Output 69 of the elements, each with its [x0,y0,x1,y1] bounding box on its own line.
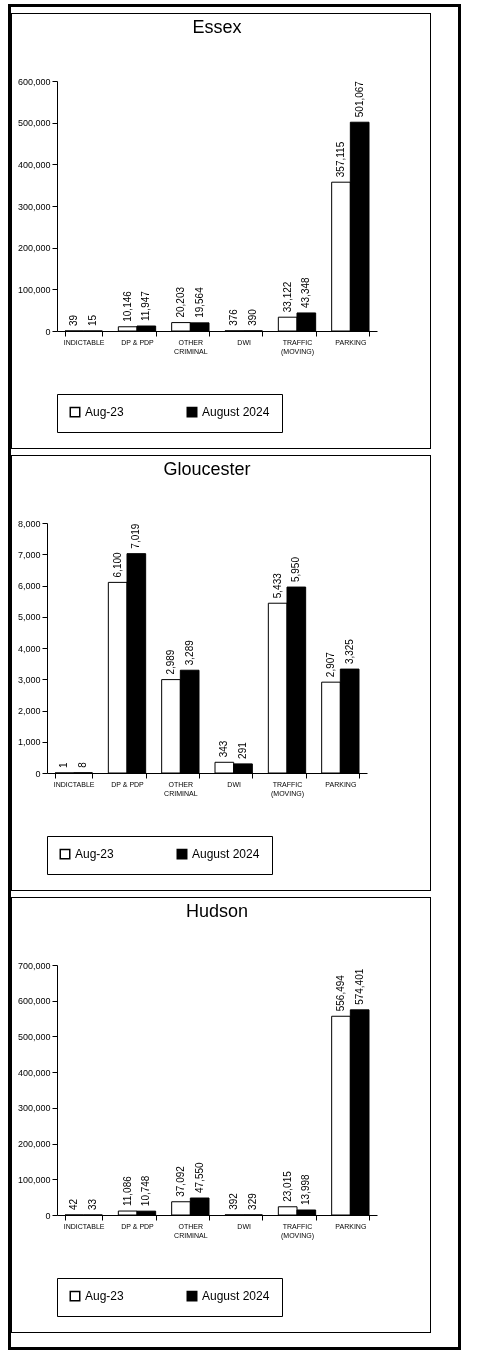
legend-label: Aug-23 [85,405,125,420]
data-label: 23,015 [281,1170,293,1202]
data-label: 8 [77,761,88,768]
data-label: 556,494 [335,974,346,1012]
y-tick-label: 600,000 [17,76,51,87]
y-tick-label: 4,000 [17,643,41,654]
y-tick-label: 400,000 [17,159,51,170]
y-tick-label: 500,000 [17,1031,51,1042]
y-tick-label: 300,000 [17,201,51,212]
data-label: 11,947 [140,290,152,322]
data-label: 43,348 [300,276,312,308]
y-tick-label: 700,000 [17,960,51,971]
legend-label: August 2024 [202,1289,270,1304]
y-tick-label: 400,000 [17,1067,51,1078]
data-label: 39 [68,314,80,326]
chart-title: Hudson [185,901,249,921]
data-label: 392 [228,1192,240,1210]
y-tick-label: 500,000 [17,118,51,129]
y-tick-label: 3,000 [17,674,41,685]
data-label: 10,748 [140,1175,152,1207]
data-label: 47,550 [193,1161,205,1194]
legend-label: August 2024 [202,405,270,420]
data-label: 3,325 [343,638,355,665]
data-label: 329 [247,1192,258,1210]
data-label: 7,019 [130,523,142,549]
data-label: 33 [87,1198,98,1210]
data-label: 501,067 [353,80,365,118]
data-label: 6,100 [111,551,123,578]
y-tick-label: 0 [45,1210,51,1221]
data-label: 574,401 [353,968,365,1005]
data-label: 5,950 [290,556,302,583]
y-tick-label: 0 [35,768,41,779]
y-tick-label: 100,000 [17,1174,51,1185]
data-label: 13,998 [300,1173,312,1205]
data-label: 19,564 [193,286,205,318]
y-tick-label: 6,000 [17,581,41,591]
y-tick-label: 8,000 [17,518,41,529]
y-tick-label: 7,000 [17,549,41,560]
data-label: 42 [68,1198,80,1210]
data-label: 390 [247,308,258,326]
data-label: 3,289 [183,639,195,666]
y-tick-label: 2,000 [17,706,41,716]
data-label: 15 [87,314,98,326]
y-tick-label: 1,000 [17,737,41,748]
y-tick-label: 300,000 [17,1103,51,1114]
y-tick-label: 200,000 [17,243,51,254]
chart-title: Gloucester [163,459,251,479]
chart-title: Essex [192,17,242,37]
data-label: 5,433 [271,572,283,599]
legend-label: Aug-23 [75,847,115,862]
y-tick-label: 200,000 [17,1139,51,1150]
data-label: 2,907 [325,651,336,678]
data-label: 291 [237,741,248,759]
data-label: 20,203 [175,286,186,318]
data-label: 10,146 [121,290,133,322]
data-label: 37,092 [175,1165,186,1197]
legend-label: Aug-23 [85,1289,125,1304]
y-tick-label: 0 [45,326,51,337]
data-label: 33,122 [281,281,293,313]
data-label: 357,115 [335,141,346,178]
data-label: 2,989 [165,649,176,675]
y-tick-label: 100,000 [17,284,51,295]
y-tick-label: 600,000 [17,996,51,1007]
legend-label: August 2024 [192,847,260,862]
data-label: 343 [218,740,230,758]
data-label: 1 [58,761,70,768]
data-label: 11,086 [121,1175,133,1207]
y-tick-label: 5,000 [17,612,41,623]
data-label: 376 [228,308,240,326]
